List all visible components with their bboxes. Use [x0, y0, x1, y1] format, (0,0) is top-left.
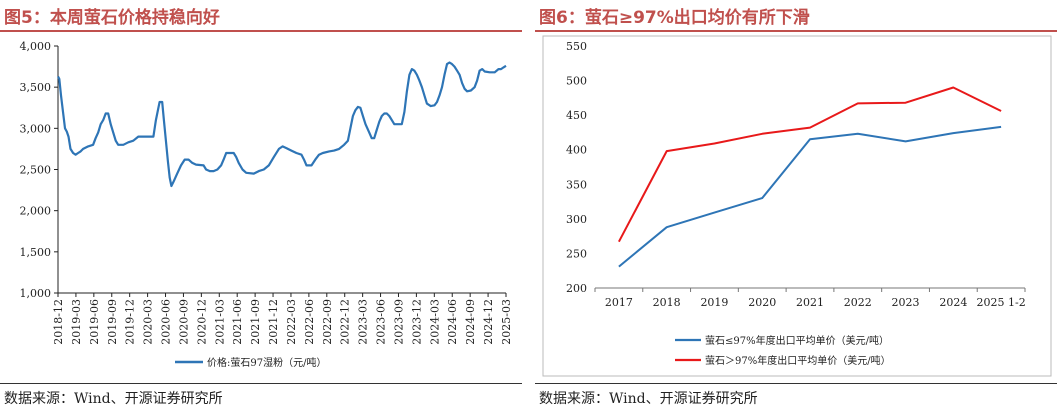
right-series-line-2: [618, 86, 1002, 243]
right-x-tick-label: 2023: [892, 296, 920, 309]
right-x-tick-label: 2025 1-2: [977, 296, 1026, 309]
right-chart-panel: 图6：萤石≥97%出口均价有所下滑 200 250 300 350 400 450 500 5…: [535, 0, 1057, 410]
left-source-bar: 数据来源：Wind、开源证券研究所: [0, 383, 522, 410]
left-x-tick-label: 2022-03: [285, 299, 298, 345]
right-y-tick-label: 350: [566, 178, 587, 191]
left-legend-label: 价格:萤石97湿粉（元/吨）: [207, 356, 326, 369]
right-x-tick-label: 2020: [748, 296, 776, 309]
left-y-tick-label: 1,000: [20, 287, 52, 300]
right-x-tick-label: 2019: [700, 296, 728, 309]
left-x-tick-label: 2019-03: [70, 299, 83, 345]
right-chart-frame: [542, 35, 1052, 377]
left-x-tick-label: 2020-12: [195, 299, 208, 345]
right-series-line-1: [618, 125, 1002, 268]
left-x-tick-label: 2019-09: [106, 299, 119, 345]
left-x-tick-label: 2025-03: [500, 299, 513, 345]
left-x-tick-label: 2020-09: [177, 299, 190, 345]
right-y-tick-label: 200: [566, 282, 587, 295]
left-x-tick-label: 2024-09: [464, 299, 477, 345]
right-y-tick-label: 550: [566, 40, 587, 53]
right-legend-label-1: 萤石≤97%年度出口平均单价（美元/吨）: [705, 334, 889, 347]
left-x-tick-label: 2023-12: [410, 299, 423, 345]
right-x-tick-label: 2022: [844, 296, 872, 309]
right-y-tick-label: 300: [566, 213, 587, 226]
left-chart-svg: 1,000 1,500 2,000 2,500 3,000 3,500 4,000 2018-…: [20, 40, 514, 369]
left-x-tick-label: 2023-03: [357, 299, 370, 345]
left-x-tick-label: 2022-12: [339, 299, 352, 345]
right-source-bar: 数据来源：Wind、开源证券研究所: [535, 383, 1057, 410]
left-x-tick-label: 2020-03: [142, 299, 155, 345]
left-x-tick-label: 2024-03: [428, 299, 441, 345]
left-x-tick-label: 2024-06: [446, 299, 459, 345]
left-y-tick-label: 3,000: [20, 122, 52, 135]
right-title-bar: 图6：萤石≥97%出口均价有所下滑: [535, 0, 1057, 32]
right-y-tick-label: 450: [566, 109, 587, 122]
right-x-tick-label: 2021: [796, 296, 824, 309]
left-chart-panel: 图5：本周萤石价格持稳向好 1,000 1,500 2,000 2,500 3,000 3…: [0, 0, 522, 410]
left-y-tick-label: 1,500: [20, 246, 52, 259]
left-x-tick-label: 2023-09: [392, 299, 405, 345]
right-chart-svg: 200 250 300 350 400 450 500 550 2017 2018 2019 2020…: [542, 35, 1052, 377]
right-x-tick-label: 2018: [653, 296, 681, 309]
right-x-tick-label: 2024: [939, 296, 967, 309]
left-y-tick-label: 3,500: [20, 81, 52, 94]
left-title-bar: 图5：本周萤石价格持稳向好: [0, 0, 522, 32]
left-x-tick-label: 2022-09: [321, 299, 334, 345]
left-y-tick-label: 2,000: [20, 205, 52, 218]
right-x-tick-label: 2017: [605, 296, 633, 309]
left-x-tick-label: 2020-06: [160, 299, 173, 345]
left-x-tick-label: 2021-03: [213, 299, 226, 345]
left-x-tick-label: 2018-12: [52, 299, 65, 345]
left-x-tick-label: 2024-12: [482, 299, 495, 345]
right-y-tick-label: 400: [566, 144, 587, 157]
left-chart-title: 图5：本周萤石价格持稳向好: [4, 8, 220, 28]
left-series-line: [57, 61, 507, 188]
left-x-tick-label: 2021-09: [249, 299, 262, 345]
left-x-tick-label: 2021-12: [267, 299, 280, 345]
right-y-tick-label: 500: [566, 75, 587, 88]
right-source-text: 数据来源：Wind、开源证券研究所: [539, 391, 758, 407]
left-y-tick-label: 4,000: [20, 40, 52, 53]
left-y-tick-label: 2,500: [20, 164, 52, 177]
left-x-tick-label: 2021-06: [231, 299, 244, 345]
left-x-tick-label: 2023-06: [375, 299, 388, 345]
right-y-tick-label: 250: [566, 247, 587, 260]
left-source-text: 数据来源：Wind、开源证券研究所: [4, 391, 223, 407]
left-x-tick-label: 2019-12: [124, 299, 137, 345]
left-x-tick-label: 2019-06: [88, 299, 101, 345]
left-x-tick-label: 2022-06: [303, 299, 316, 345]
right-legend-label-2: 萤石＞97%年度出口平均单价（美元/吨）: [705, 354, 891, 367]
right-chart-title: 图6：萤石≥97%出口均价有所下滑: [539, 8, 810, 28]
